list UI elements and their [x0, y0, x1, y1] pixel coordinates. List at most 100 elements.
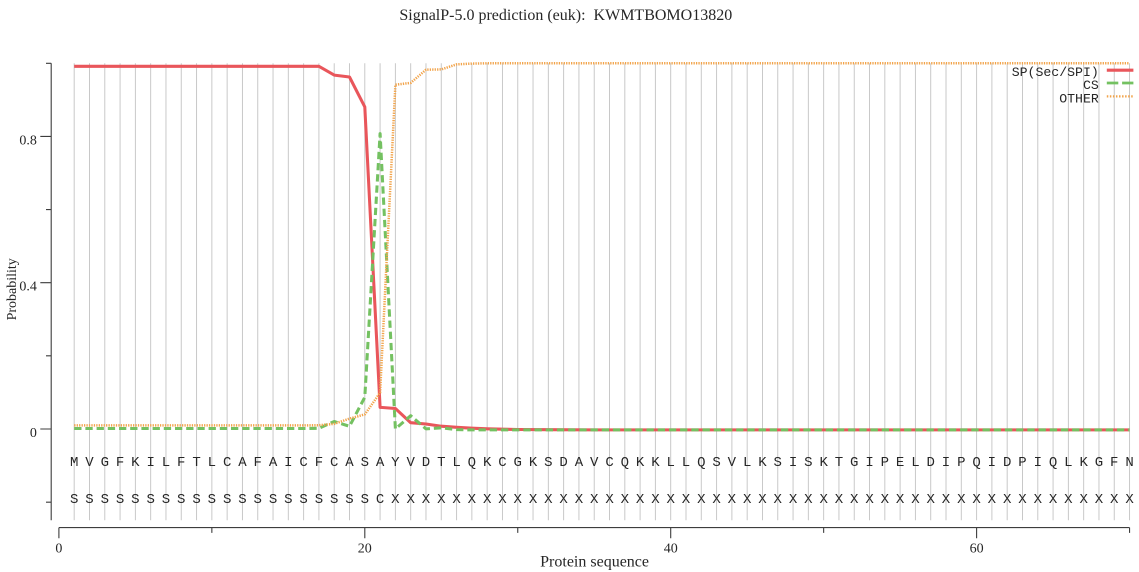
svg-text:F: F	[254, 455, 262, 471]
svg-text:K: K	[651, 455, 660, 471]
svg-text:P: P	[1018, 455, 1026, 471]
svg-text:X: X	[957, 492, 966, 508]
svg-text:S: S	[712, 455, 720, 471]
svg-text:X: X	[621, 492, 630, 508]
svg-text:S: S	[116, 492, 124, 508]
svg-text:Q: Q	[697, 455, 705, 471]
svg-text:60: 60	[970, 542, 984, 557]
svg-text:A: A	[238, 455, 247, 471]
svg-text:X: X	[697, 492, 706, 508]
svg-text:X: X	[819, 492, 828, 508]
svg-text:G: G	[850, 455, 858, 471]
svg-text:L: L	[666, 455, 674, 471]
svg-text:M: M	[70, 455, 78, 471]
svg-text:X: X	[483, 492, 492, 508]
svg-text:S: S	[208, 492, 216, 508]
svg-text:F: F	[177, 455, 185, 471]
svg-text:X: X	[927, 492, 936, 508]
svg-text:X: X	[1125, 492, 1134, 508]
svg-text:X: X	[728, 492, 737, 508]
svg-text:L: L	[208, 455, 216, 471]
svg-text:A: A	[575, 455, 584, 471]
svg-text:S: S	[192, 492, 200, 508]
svg-text:X: X	[559, 492, 568, 508]
svg-text:0: 0	[55, 542, 62, 557]
svg-text:X: X	[835, 492, 844, 508]
svg-text:K: K	[636, 455, 645, 471]
svg-text:T: T	[437, 455, 445, 471]
svg-text:S: S	[330, 492, 338, 508]
svg-text:L: L	[682, 455, 690, 471]
svg-text:X: X	[437, 492, 446, 508]
svg-text:S: S	[177, 492, 185, 508]
svg-text:X: X	[636, 492, 645, 508]
svg-text:X: X	[743, 492, 752, 508]
svg-text:X: X	[468, 492, 477, 508]
svg-text:F: F	[1110, 455, 1118, 471]
svg-text:K: K	[819, 455, 828, 471]
svg-text:X: X	[988, 492, 997, 508]
svg-text:V: V	[590, 455, 599, 471]
svg-text:X: X	[1018, 492, 1027, 508]
svg-text:K: K	[131, 455, 140, 471]
svg-text:Q: Q	[621, 455, 629, 471]
svg-text:P: P	[881, 455, 889, 471]
svg-text:Protein sequence: Protein sequence	[540, 554, 649, 571]
svg-text:0.8: 0.8	[19, 133, 37, 148]
svg-text:X: X	[942, 492, 951, 508]
svg-text:G: G	[101, 455, 109, 471]
svg-text:X: X	[972, 492, 981, 508]
svg-text:S: S	[774, 455, 782, 471]
svg-text:X: X	[514, 492, 523, 508]
svg-text:X: X	[804, 492, 813, 508]
svg-text:X: X	[865, 492, 874, 508]
svg-text:S: S	[254, 492, 262, 508]
svg-text:A: A	[345, 455, 354, 471]
svg-text:X: X	[896, 492, 905, 508]
svg-text:X: X	[881, 492, 890, 508]
svg-text:D: D	[927, 455, 935, 471]
svg-text:X: X	[498, 492, 507, 508]
svg-text:D: D	[422, 455, 430, 471]
svg-text:S: S	[223, 492, 231, 508]
svg-text:Q: Q	[468, 455, 476, 471]
svg-text:C: C	[299, 455, 307, 471]
svg-text:V: V	[85, 455, 94, 471]
svg-text:S: S	[70, 492, 78, 508]
svg-text:S: S	[361, 455, 369, 471]
svg-text:CS: CS	[1083, 78, 1099, 93]
svg-text:I: I	[988, 455, 996, 471]
svg-text:S: S	[269, 492, 277, 508]
svg-text:X: X	[1034, 492, 1043, 508]
svg-text:C: C	[376, 492, 384, 508]
svg-text:K: K	[1079, 455, 1088, 471]
svg-text:C: C	[330, 455, 338, 471]
svg-text:C: C	[223, 455, 231, 471]
svg-text:F: F	[116, 455, 124, 471]
svg-text:K: K	[529, 455, 538, 471]
svg-text:C: C	[605, 455, 613, 471]
svg-text:X: X	[406, 492, 415, 508]
svg-text:X: X	[529, 492, 538, 508]
svg-text:X: X	[911, 492, 920, 508]
svg-text:20: 20	[358, 542, 372, 557]
svg-text:X: X	[544, 492, 553, 508]
svg-text:N: N	[1125, 455, 1133, 471]
svg-text:L: L	[1064, 455, 1072, 471]
svg-text:L: L	[743, 455, 751, 471]
svg-text:E: E	[896, 455, 904, 471]
svg-text:X: X	[1049, 492, 1058, 508]
svg-text:X: X	[422, 492, 431, 508]
svg-text:SP(Sec/SPI): SP(Sec/SPI)	[1012, 65, 1099, 80]
svg-text:I: I	[865, 455, 873, 471]
svg-text:S: S	[361, 492, 369, 508]
svg-text:L: L	[452, 455, 460, 471]
svg-text:F: F	[315, 455, 323, 471]
svg-text:X: X	[1110, 492, 1119, 508]
svg-text:V: V	[728, 455, 737, 471]
svg-text:G: G	[514, 455, 522, 471]
svg-text:S: S	[146, 492, 154, 508]
svg-text:X: X	[391, 492, 400, 508]
svg-text:S: S	[238, 492, 246, 508]
svg-text:T: T	[835, 455, 843, 471]
